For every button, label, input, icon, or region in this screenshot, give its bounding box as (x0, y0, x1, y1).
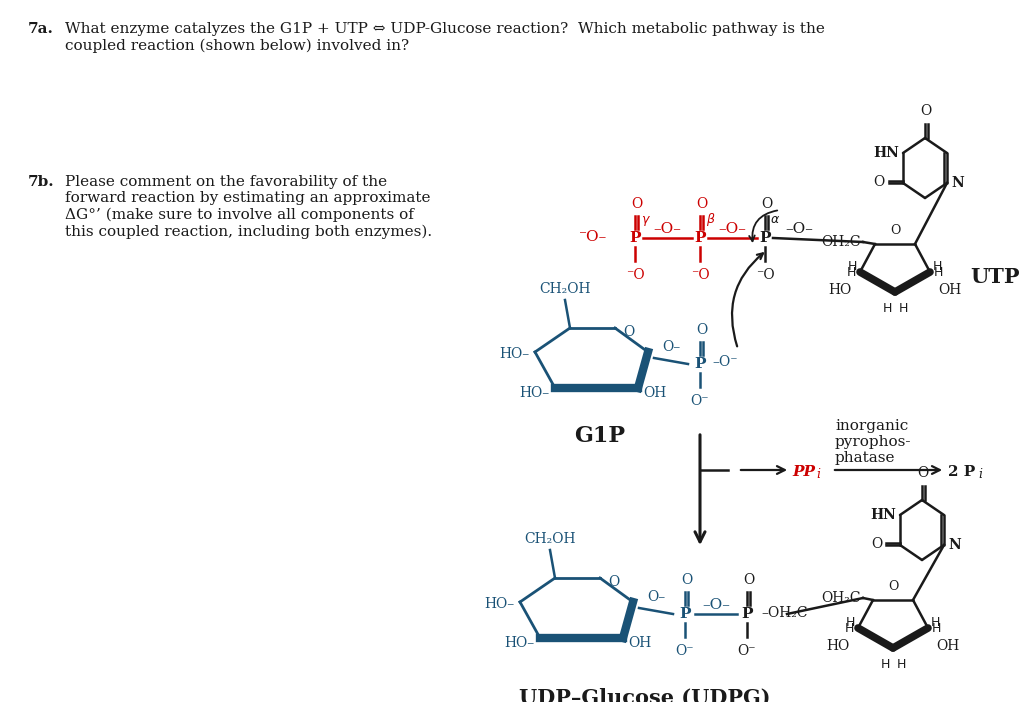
Text: –O–: –O– (718, 222, 745, 236)
Text: OH: OH (938, 283, 962, 297)
Text: H: H (847, 265, 856, 279)
Text: UDP–Glucose (UDPG): UDP–Glucose (UDPG) (519, 688, 771, 702)
Text: P: P (679, 607, 691, 621)
Text: O: O (918, 466, 929, 480)
Text: i: i (978, 468, 982, 480)
Text: –O–: –O– (653, 222, 681, 236)
Text: HN: HN (873, 146, 899, 160)
Text: H: H (883, 302, 892, 315)
Text: inorganic
pyrophos-
phatase: inorganic pyrophos- phatase (835, 418, 911, 465)
Text: H: H (845, 621, 854, 635)
Text: P: P (630, 231, 641, 245)
Text: –O–: –O– (702, 598, 730, 612)
Text: O–: O– (662, 340, 680, 354)
Text: O: O (623, 325, 634, 339)
Text: N: N (948, 538, 961, 552)
Text: ⁻O: ⁻O (690, 268, 710, 282)
Text: O⁻: O⁻ (737, 644, 757, 658)
Text: α: α (771, 213, 779, 226)
Text: O: O (608, 575, 620, 589)
Text: Please comment on the favorability of the
forward reaction by estimating an appr: Please comment on the favorability of th… (65, 175, 432, 239)
Text: HO: HO (828, 283, 852, 297)
Text: O⁻: O⁻ (690, 394, 710, 408)
Text: 7a.: 7a. (28, 22, 54, 36)
Text: CH₂OH: CH₂OH (524, 532, 575, 546)
Text: H: H (931, 616, 940, 630)
Text: O: O (631, 197, 642, 211)
Text: H: H (934, 265, 943, 279)
Text: P: P (759, 231, 771, 245)
Text: UTP: UTP (970, 267, 1020, 287)
Text: HO–: HO– (520, 386, 550, 400)
Text: HO–: HO– (484, 597, 515, 611)
Text: O: O (742, 573, 754, 587)
Text: γ: γ (641, 213, 648, 226)
Text: P: P (694, 231, 706, 245)
Text: O: O (761, 197, 772, 211)
Text: HO–: HO– (505, 636, 535, 650)
Text: –O⁻: –O⁻ (712, 355, 737, 369)
Text: H: H (896, 658, 905, 671)
Text: H: H (933, 260, 942, 274)
Text: HO: HO (826, 639, 850, 653)
Text: ⁻O: ⁻O (626, 268, 644, 282)
Text: G1P: G1P (574, 425, 626, 447)
Text: O: O (681, 573, 692, 587)
Text: HN: HN (870, 508, 896, 522)
Text: ⁻O: ⁻O (756, 268, 774, 282)
Text: H: H (932, 621, 941, 635)
Text: P: P (694, 357, 706, 371)
Text: 2 P: 2 P (948, 465, 975, 479)
Text: P: P (741, 607, 753, 621)
Text: O: O (696, 197, 708, 211)
Text: O: O (921, 104, 932, 118)
Text: O–: O– (647, 590, 666, 604)
Text: O: O (870, 537, 882, 551)
Text: O: O (890, 224, 900, 237)
Text: H: H (848, 260, 857, 274)
Text: β: β (706, 213, 714, 226)
Text: OH: OH (643, 386, 667, 400)
Text: PP: PP (792, 465, 815, 479)
Text: –OH₂C: –OH₂C (761, 606, 808, 620)
Text: O⁻: O⁻ (676, 644, 694, 658)
Text: N: N (951, 176, 964, 190)
Text: H: H (898, 302, 907, 315)
Text: HO–: HO– (500, 347, 530, 361)
Text: –O–: –O– (785, 222, 813, 236)
Text: OH₂C: OH₂C (821, 235, 861, 249)
Text: OH: OH (628, 636, 651, 650)
Text: ⁻O–: ⁻O– (579, 230, 607, 244)
Text: O: O (888, 580, 898, 593)
Text: OH₂C: OH₂C (821, 591, 861, 605)
Text: CH₂OH: CH₂OH (540, 282, 591, 296)
Text: OH: OH (936, 639, 959, 653)
Text: What enzyme catalyzes the G1P + UTP ⇔ UDP-Glucose reaction?  Which metabolic pat: What enzyme catalyzes the G1P + UTP ⇔ UD… (65, 22, 825, 53)
Text: H: H (881, 658, 890, 671)
Text: 7b.: 7b. (28, 175, 54, 189)
Text: O: O (873, 175, 885, 189)
Text: O: O (696, 323, 708, 337)
Text: H: H (846, 616, 855, 630)
Text: i: i (816, 468, 820, 480)
